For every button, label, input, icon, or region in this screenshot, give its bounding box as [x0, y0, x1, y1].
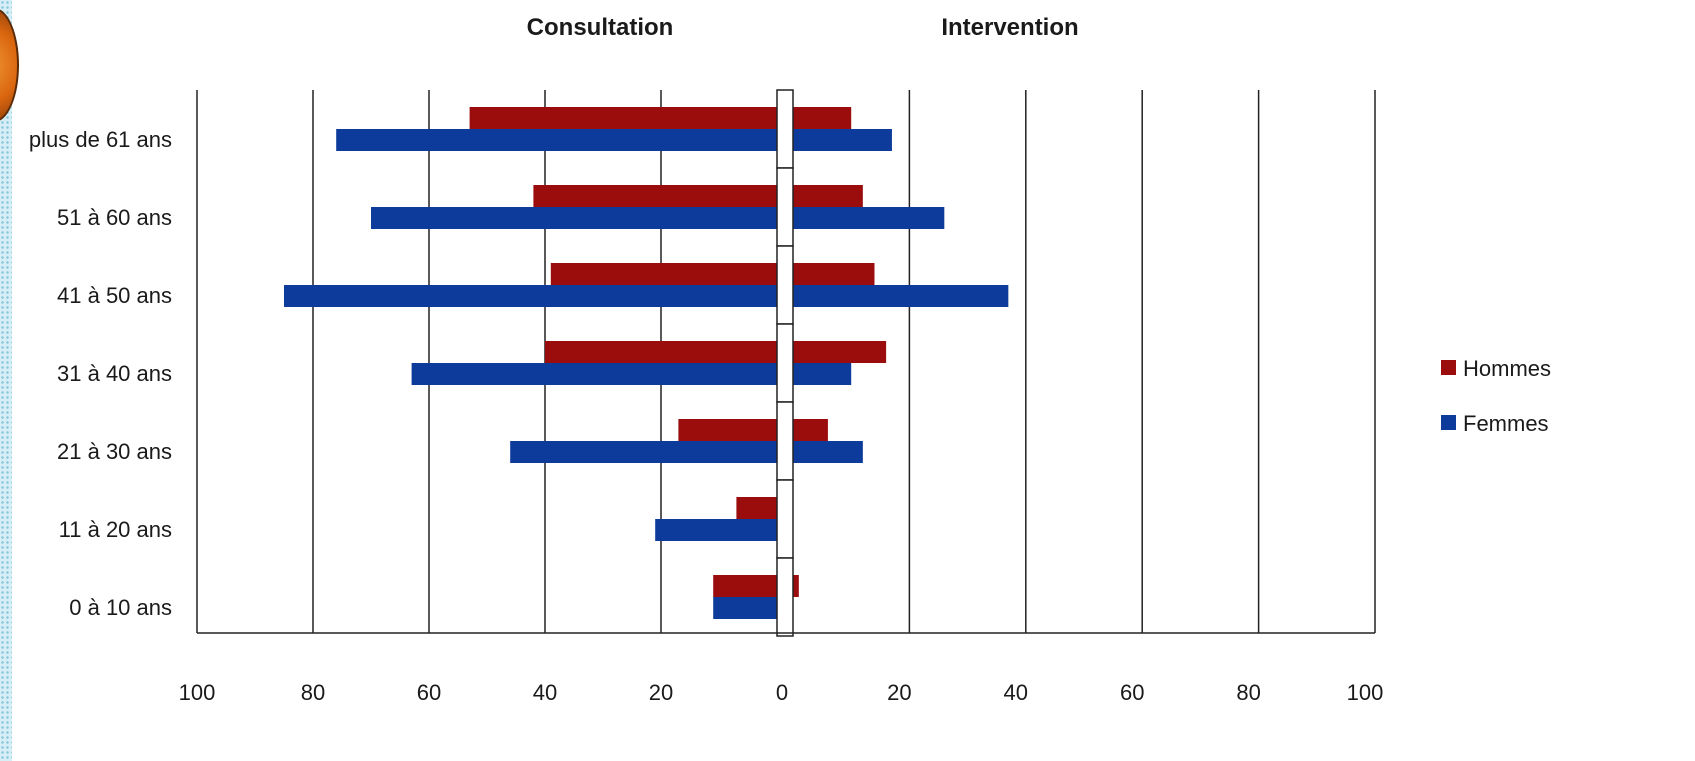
- bar-consultation-hommes-2: [550, 263, 777, 285]
- bar-consultation-hommes-4: [678, 419, 777, 441]
- bar-consultation-femmes-2: [284, 285, 777, 307]
- legend-label-hommes: Hommes: [1463, 356, 1551, 381]
- panel-title-intervention: Intervention: [941, 14, 1078, 41]
- bar-consultation-hommes-3: [545, 341, 777, 363]
- category-label: 31 à 40 ans: [57, 361, 172, 386]
- center-band-cell: [776, 401, 794, 481]
- x-tick-label-right: 20: [887, 680, 911, 705]
- bar-intervention-hommes-0: [793, 107, 852, 129]
- bar-consultation-femmes-4: [510, 441, 777, 463]
- bar-consultation-femmes-1: [371, 207, 777, 229]
- bar-intervention-femmes-3: [793, 363, 852, 385]
- bar-consultation-hommes-6: [713, 575, 777, 597]
- x-tick-label-right: 80: [1236, 680, 1260, 705]
- center-band-cell: [776, 89, 794, 169]
- x-tick-label-left: 60: [417, 680, 441, 705]
- decorative-side-strip: [0, 0, 12, 761]
- category-label: 0 à 10 ans: [69, 595, 172, 620]
- bar-intervention-femmes-0: [793, 129, 892, 151]
- x-tick-label-left: 0: [776, 680, 788, 705]
- category-label: 51 à 60 ans: [57, 205, 172, 230]
- x-tick-label-left: 80: [301, 680, 325, 705]
- center-band-cell: [776, 245, 794, 325]
- bar-consultation-femmes-6: [713, 597, 777, 619]
- category-label: plus de 61 ans: [29, 127, 172, 152]
- x-tick-label-right: 40: [1004, 680, 1028, 705]
- bar-intervention-hommes-2: [793, 263, 875, 285]
- bar-consultation-hommes-1: [533, 185, 777, 207]
- bar-consultation-femmes-5: [655, 519, 777, 541]
- category-label: 21 à 30 ans: [57, 439, 172, 464]
- center-band-cell: [776, 479, 794, 559]
- bar-consultation-hommes-0: [469, 107, 777, 129]
- bar-intervention-hommes-6: [793, 575, 799, 597]
- bar-consultation-hommes-5: [736, 497, 777, 519]
- x-tick-label-left: 20: [649, 680, 673, 705]
- bar-intervention-hommes-3: [793, 341, 887, 363]
- bar-intervention-femmes-2: [793, 285, 1009, 307]
- legend-swatch-hommes: [1441, 360, 1456, 375]
- center-band-cell: [776, 323, 794, 403]
- x-tick-label-left: 100: [179, 680, 216, 705]
- bar-intervention-femmes-1: [793, 207, 945, 229]
- bar-intervention-hommes-4: [793, 419, 828, 441]
- legend-swatch-femmes: [1441, 415, 1456, 430]
- legend-label-femmes: Femmes: [1463, 411, 1549, 436]
- bar-consultation-femmes-0: [336, 129, 777, 151]
- bar-consultation-femmes-3: [411, 363, 777, 385]
- x-tick-label-right: 100: [1347, 680, 1384, 705]
- center-band-cell: [776, 167, 794, 247]
- chart-legend: Hommes Femmes: [1441, 356, 1551, 436]
- category-label: 41 à 50 ans: [57, 283, 172, 308]
- x-tick-label-left: 40: [533, 680, 557, 705]
- bar-intervention-hommes-1: [793, 185, 863, 207]
- category-label: 11 à 20 ans: [59, 517, 172, 542]
- x-tick-label-right: 60: [1120, 680, 1144, 705]
- panel-title-consultation: Consultation: [527, 14, 674, 41]
- bar-intervention-femmes-4: [793, 441, 863, 463]
- center-band-cell: [776, 557, 794, 637]
